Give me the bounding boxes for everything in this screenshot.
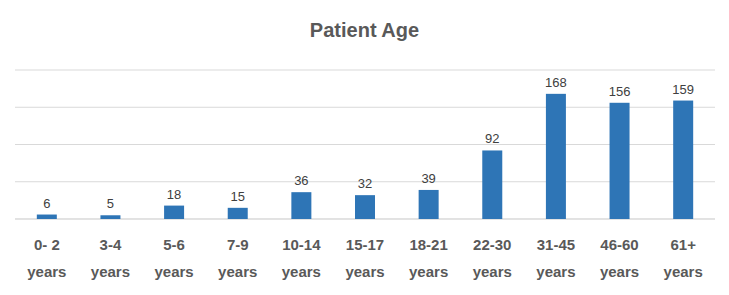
x-tick-label: 15-17years <box>345 236 384 280</box>
data-label: 18 <box>167 187 181 202</box>
bar <box>37 215 57 219</box>
bar <box>610 103 630 219</box>
data-label: 6 <box>43 196 50 211</box>
chart-title: Patient Age <box>310 19 419 41</box>
bar <box>546 94 566 219</box>
bar <box>228 208 248 219</box>
bar <box>291 192 311 219</box>
x-tick-label: 61+years <box>664 236 703 280</box>
chart-container: Patient Age 6 5 18 15 36 32 39 92 168 156 159 0- 2ye… <box>0 0 729 295</box>
x-tick-label: 22-30years <box>473 236 512 280</box>
x-tick-label: 3-4years <box>91 236 130 280</box>
chart-svg: Patient Age 6 5 18 15 36 32 39 92 168 156 159 0- 2ye… <box>0 0 729 295</box>
data-label: 159 <box>672 82 694 97</box>
x-tick-label: 31-45years <box>536 236 575 280</box>
bar <box>673 101 693 219</box>
x-tick-labels: 0- 2years 3-4years 5-6years 7-9years 10-14ye… <box>27 236 703 280</box>
data-label: 15 <box>230 189 244 204</box>
bars <box>37 94 693 219</box>
x-tick-label: 0- 2years <box>27 236 66 280</box>
bar <box>355 195 375 219</box>
bar <box>164 206 184 219</box>
x-tick-label: 18-21years <box>409 236 448 280</box>
data-label: 5 <box>107 196 114 211</box>
grid-line <box>15 70 715 71</box>
bar <box>100 215 120 219</box>
bar <box>482 150 502 219</box>
data-label: 92 <box>485 131 499 146</box>
data-label: 168 <box>545 75 567 90</box>
x-tick-label: 7-9years <box>218 236 257 280</box>
data-label: 36 <box>294 173 308 188</box>
x-tick-label: 5-6years <box>154 236 193 280</box>
data-labels: 6 5 18 15 36 32 39 92 168 156 159 <box>43 75 694 211</box>
data-label: 39 <box>421 171 435 186</box>
data-label: 156 <box>609 84 631 99</box>
data-label: 32 <box>358 176 372 191</box>
x-tick-label: 46-60years <box>600 236 639 280</box>
x-tick-label: 10-14years <box>282 236 321 280</box>
bar <box>419 190 439 219</box>
